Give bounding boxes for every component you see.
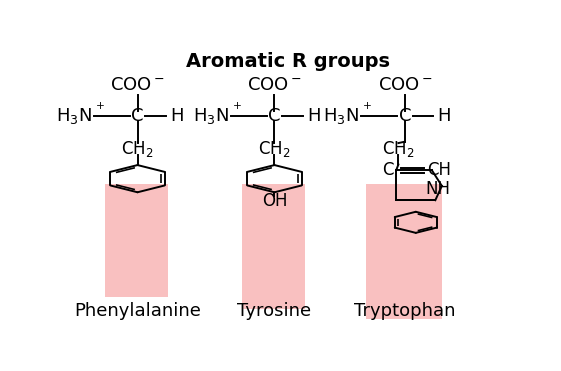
Text: H: H — [307, 107, 320, 125]
Text: $^+$: $^+$ — [93, 101, 105, 116]
Text: OH: OH — [262, 193, 287, 210]
Text: H$_3$N: H$_3$N — [193, 106, 229, 126]
Text: C: C — [131, 107, 144, 125]
Text: C: C — [399, 107, 411, 125]
Text: $^+$: $^+$ — [360, 101, 372, 116]
Text: Tryptophan: Tryptophan — [354, 302, 456, 320]
Text: Phenylalanine: Phenylalanine — [74, 302, 201, 320]
Text: COO$^-$: COO$^-$ — [247, 76, 302, 93]
Text: H: H — [170, 107, 183, 125]
Text: CH$_2$: CH$_2$ — [258, 139, 291, 159]
Text: C: C — [268, 107, 280, 125]
Bar — [105, 184, 168, 297]
Text: Tyrosine: Tyrosine — [237, 302, 311, 320]
Text: H$_3$N: H$_3$N — [323, 106, 359, 126]
Text: COO$^-$: COO$^-$ — [110, 76, 165, 93]
Bar — [366, 184, 442, 319]
Text: H$_3$N: H$_3$N — [56, 106, 92, 126]
Text: CH: CH — [427, 161, 450, 179]
Text: CH$_2$: CH$_2$ — [382, 139, 415, 159]
Text: COO$^-$: COO$^-$ — [378, 76, 433, 93]
Text: CH$_2$: CH$_2$ — [121, 139, 154, 159]
Text: $^+$: $^+$ — [229, 101, 242, 116]
Text: NH: NH — [425, 180, 450, 198]
Text: C: C — [383, 161, 394, 179]
Text: H: H — [438, 107, 451, 125]
Text: Aromatic R groups: Aromatic R groups — [186, 52, 389, 70]
Bar — [242, 184, 305, 309]
